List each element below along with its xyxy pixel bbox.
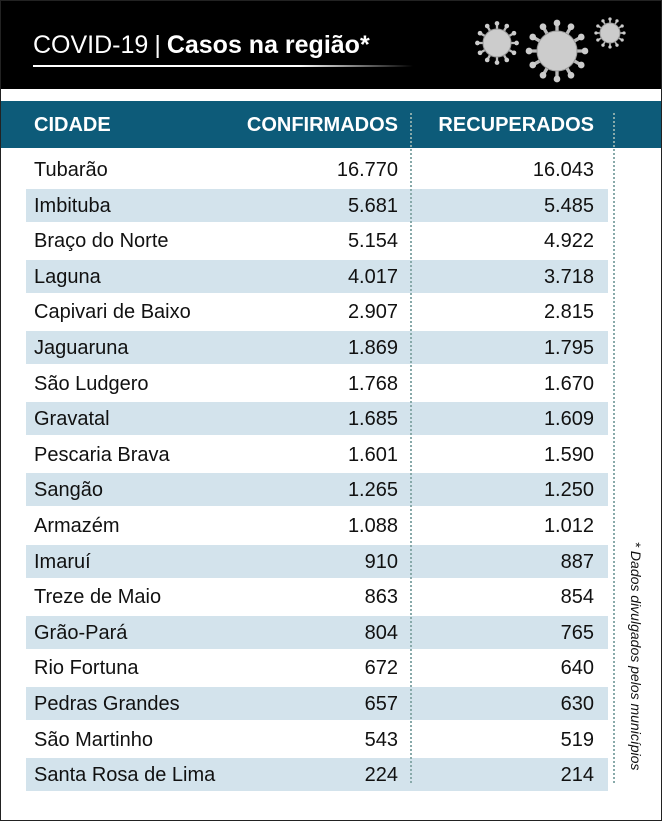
virus-icon — [475, 21, 519, 65]
city: Rio Fortuna — [34, 657, 139, 680]
recovered: 5.485 — [543, 194, 594, 217]
recovered: 765 — [560, 621, 594, 644]
table-row: Imaruí 910 887 — [26, 544, 608, 578]
confirmed: 5.681 — [347, 194, 398, 217]
recovered: 630 — [560, 693, 594, 715]
column-divider — [410, 113, 412, 783]
table-row: Armazém 1.088 1.012 — [26, 509, 608, 542]
confirmed: 1.768 — [347, 372, 398, 395]
recovered: 519 — [560, 728, 594, 751]
city: Laguna — [34, 265, 101, 288]
confirmed: 1.265 — [347, 479, 398, 502]
recovered: 1.795 — [543, 337, 594, 359]
column-header: RECUPERADOS — [438, 114, 594, 136]
city: Imbituba — [34, 194, 111, 217]
table-row: Braço do Norte 5.154 4.922 — [26, 224, 608, 257]
city: Pescaria Brava — [34, 443, 170, 466]
confirmed: 16.770 — [336, 159, 398, 181]
recovered: 887 — [560, 550, 594, 573]
city: Jaguaruna — [34, 337, 129, 359]
table-row: São Ludgero 1.768 1.670 — [26, 367, 608, 400]
confirmed: 4.017 — [347, 265, 398, 288]
city: São Ludgero — [34, 372, 149, 395]
recovered: 640 — [560, 657, 594, 680]
city: Gravatal — [34, 408, 110, 431]
column-header: CIDADE — [34, 114, 111, 136]
recovered: 16.043 — [532, 159, 594, 181]
virus-icon — [594, 17, 626, 49]
footnote: * Dados divulgados pelos municípios — [628, 541, 644, 771]
confirmed: 5.154 — [347, 230, 398, 253]
city: Sangão — [34, 479, 103, 502]
recovered: 1.250 — [543, 479, 594, 502]
column-header: CONFIRMADOS — [246, 114, 398, 136]
confirmed: 224 — [364, 764, 398, 787]
city: Treze de Maio — [34, 586, 162, 609]
table-row: São Martinho 543 519 — [26, 723, 608, 756]
confirmed: 1.685 — [347, 408, 398, 431]
table-row: Treze de Maio 863 854 — [26, 580, 608, 613]
city: Imaruí — [34, 550, 91, 573]
table-header: CIDADE CONFIRMADOS RECUPERADOS — [1, 101, 661, 148]
city: Pedras Grandes — [34, 693, 180, 715]
confirmed: 1.601 — [347, 443, 398, 466]
column-divider — [613, 113, 615, 783]
title: COVID-19 | Casos na região* — [33, 31, 370, 60]
title-separator: | — [154, 31, 161, 59]
city: Grão-Pará — [34, 621, 128, 644]
table-row: Rio Fortuna 672 640 — [26, 651, 608, 684]
table-row: Jaguaruna 1.869 1.795 — [26, 331, 608, 364]
recovered: 854 — [560, 586, 594, 609]
confirmed: 672 — [364, 657, 398, 680]
city: Armazém — [34, 515, 120, 537]
title-prefix: COVID-19 — [33, 31, 149, 59]
confirmed: 1.869 — [347, 337, 398, 359]
city: Braço do Norte — [34, 230, 169, 253]
recovered: 3.718 — [543, 265, 594, 288]
recovered: 1.590 — [543, 443, 594, 466]
table-row: Pedras Grandes 657 630 — [26, 687, 608, 720]
title-text: Casos na região* — [166, 31, 370, 59]
city: São Martinho — [34, 728, 153, 751]
recovered: 2.815 — [543, 301, 594, 324]
confirmed: 1.088 — [347, 515, 398, 537]
confirmed: 543 — [364, 728, 398, 751]
virus-icons — [475, 17, 626, 83]
header: COVID-19 | Casos na região* — [1, 1, 661, 89]
confirmed: 910 — [364, 550, 398, 573]
city: Santa Rosa de Lima — [34, 764, 216, 787]
city: Capivari de Baixo — [34, 301, 191, 324]
recovered: 1.609 — [543, 408, 594, 431]
table-row: Santa Rosa de Lima 224 214 — [26, 758, 608, 792]
recovered: 214 — [560, 764, 594, 787]
table-row: Gravatal 1.685 1.609 — [26, 402, 608, 436]
confirmed: 2.907 — [347, 301, 398, 324]
recovered: 1.012 — [543, 515, 594, 537]
table-row: Grão-Pará 804 765 — [26, 615, 608, 649]
confirmed: 804 — [364, 621, 398, 644]
table-row: Capivari de Baixo 2.907 2.815 — [26, 295, 608, 328]
recovered: 4.922 — [543, 230, 594, 253]
confirmed: 863 — [364, 586, 398, 609]
table-row: Imbituba 5.681 5.485 — [26, 188, 608, 222]
title-underline — [33, 65, 413, 67]
recovered: 1.670 — [543, 372, 594, 395]
city: Tubarão — [34, 159, 108, 181]
table-row: Tubarão 16.770 16.043 — [26, 153, 608, 186]
table-row: Pescaria Brava 1.601 1.590 — [26, 438, 608, 471]
confirmed: 657 — [364, 693, 398, 715]
table-row: Laguna 4.017 3.718 — [26, 259, 608, 293]
virus-icon — [525, 19, 589, 83]
table-row: Sangão 1.265 1.250 — [26, 473, 608, 507]
